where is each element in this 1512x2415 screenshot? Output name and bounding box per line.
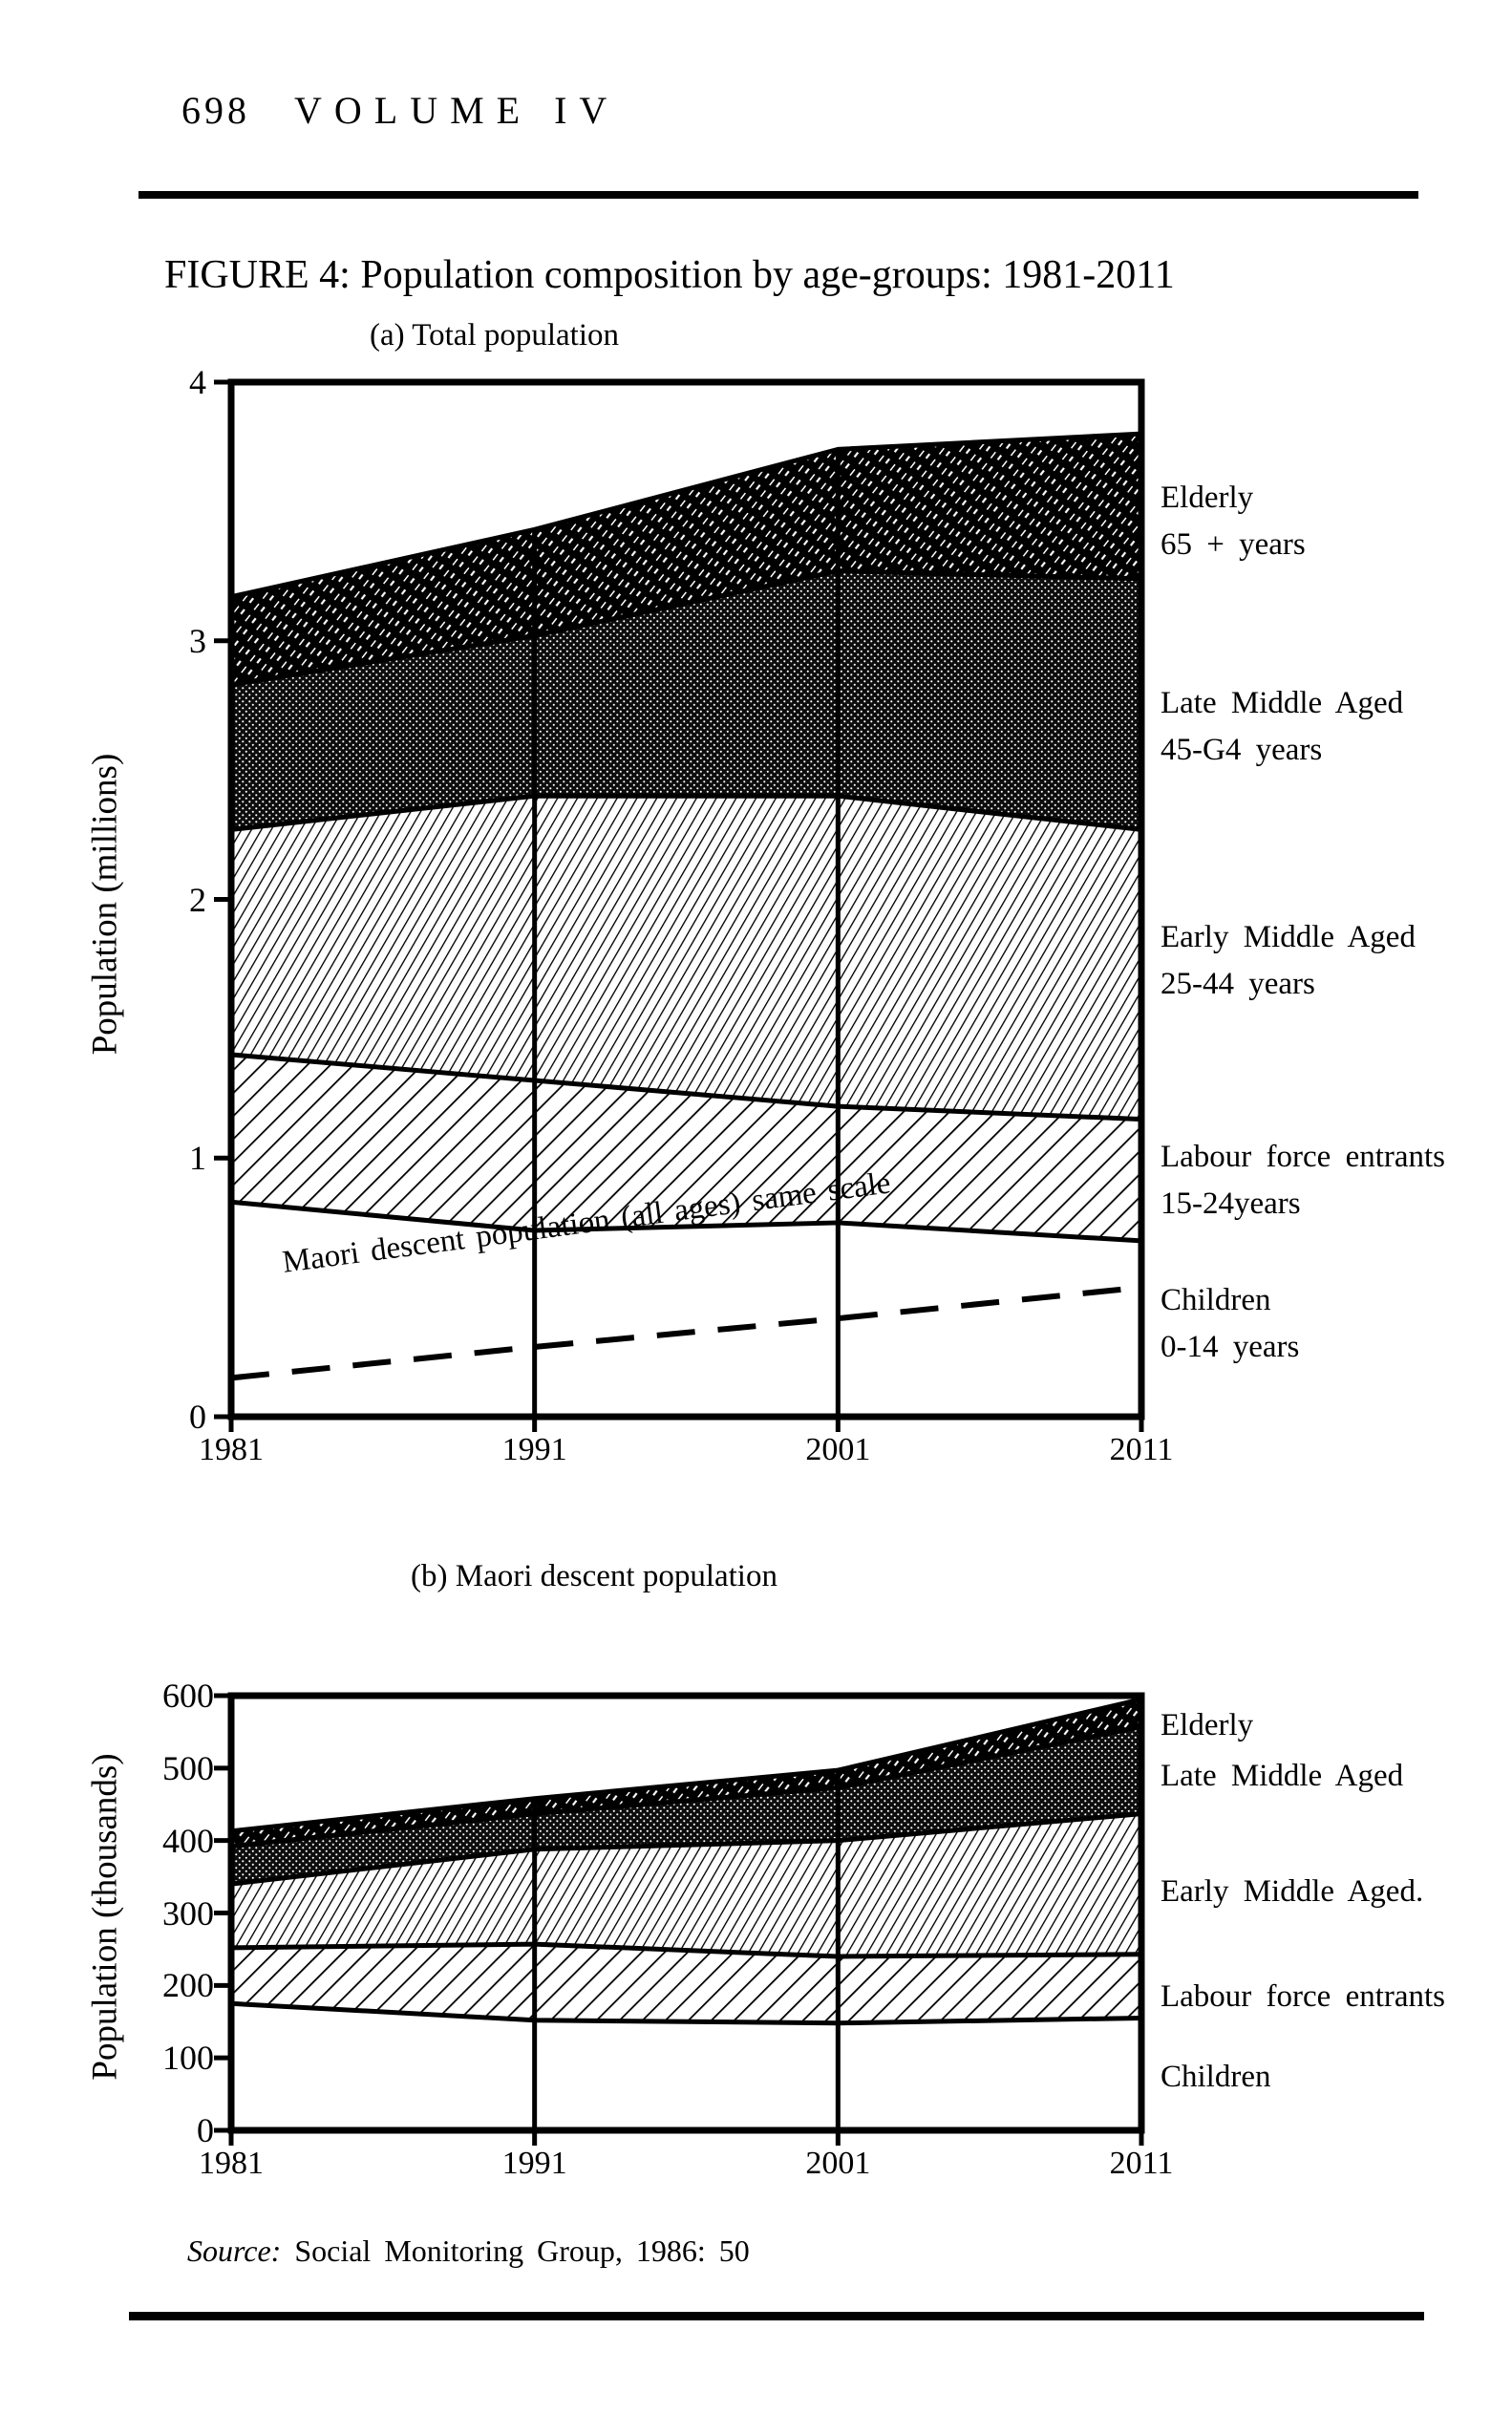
chart-b-subtitle: (b) Maori descent population bbox=[411, 1559, 777, 1593]
boundary-late-middle-aged bbox=[230, 1724, 1142, 1849]
y-tick-label: 0 bbox=[197, 2111, 214, 2149]
y-tick-label: 200 bbox=[162, 1966, 214, 2005]
band-early-middle-aged bbox=[231, 1813, 1141, 1956]
y-tick-label: 300 bbox=[162, 1893, 214, 1933]
bottom-rule bbox=[129, 2312, 1424, 2320]
boundary-early-middle-aged-25-44-years bbox=[230, 793, 1142, 832]
band-children bbox=[231, 2003, 1141, 2130]
band-labour-force-entrants-15-24-years bbox=[231, 1054, 1141, 1241]
plot-frame bbox=[227, 1692, 1145, 2134]
chart-a-legend-entry: Labour force entrants 15-24years bbox=[1161, 1134, 1445, 1228]
top-rule bbox=[138, 191, 1418, 199]
band-children-0-14-years bbox=[231, 1202, 1141, 1417]
boundary-elderly-65-years bbox=[230, 431, 1142, 600]
y-tick-label: 100 bbox=[162, 2039, 214, 2078]
legend-age-range: 0-14 years bbox=[1161, 1330, 1300, 1364]
boundary-labour-force-entrants bbox=[230, 1941, 1142, 1959]
y-tick-label: 1 bbox=[189, 1139, 206, 1178]
chart-b-legend-entry: Early Middle Aged. bbox=[1161, 1874, 1424, 1909]
x-tick-label: 1981 bbox=[199, 2146, 264, 2181]
y-tick-label: 600 bbox=[162, 1677, 214, 1715]
legend-category-name: Early Middle Aged bbox=[1161, 920, 1416, 954]
legend-category-name: Children bbox=[1161, 1283, 1271, 1317]
legend-category-name: Late Middle Aged bbox=[1161, 686, 1404, 720]
y-tick-label: 400 bbox=[162, 1821, 214, 1860]
boundary-early-middle-aged bbox=[230, 1811, 1142, 1887]
legend-age-range: 15-24years bbox=[1161, 1186, 1301, 1221]
boundary-elderly bbox=[230, 1697, 1142, 1834]
chart-b-y-axis-label: Population (thousands) bbox=[85, 1753, 125, 2081]
chart-a-legend-entry: Children 0-14 years bbox=[1161, 1277, 1299, 1371]
boundary-children bbox=[230, 2000, 1142, 2026]
x-tick-label: 2001 bbox=[805, 1432, 871, 1467]
legend-age-range: 45-G4 years bbox=[1161, 733, 1323, 767]
boundary-late-middle-aged-45-64-years bbox=[230, 568, 1142, 688]
band-early-middle-aged-25-44-years bbox=[231, 796, 1141, 1120]
x-tick-label: 1981 bbox=[199, 1432, 264, 1467]
band-late-middle-aged-45-64-years bbox=[231, 570, 1141, 830]
page-header: 698 VOLUME IV bbox=[181, 88, 619, 133]
legend-age-range: 65 + years bbox=[1161, 527, 1306, 562]
source-label: Source: bbox=[187, 2233, 282, 2268]
chart-b-legend-entry: Elderly bbox=[1161, 1708, 1254, 1742]
band-elderly-65-years bbox=[231, 434, 1141, 685]
source-line: Source: Social Monitoring Group, 1986: 50 bbox=[187, 2233, 750, 2269]
x-tick-label: 2001 bbox=[805, 2146, 871, 2181]
y-tick-label: 2 bbox=[189, 880, 206, 919]
y-tick-label: 4 bbox=[189, 363, 206, 401]
chart-b-legend-entry: Late Middle Aged bbox=[1161, 1759, 1404, 1793]
band-labour-force-entrants bbox=[231, 1944, 1141, 2023]
maori-descent-dashed-line bbox=[230, 1284, 1142, 1381]
y-tick-label: 500 bbox=[162, 1748, 214, 1787]
chart-a-y-axis-label: Population (millions) bbox=[85, 753, 125, 1056]
figure-title: FIGURE 4: Population composition by age-… bbox=[164, 253, 1175, 297]
chart-b-legend-entry: Children bbox=[1161, 2060, 1271, 2094]
chart-a-legend-entry: Late Middle Aged 45-G4 years bbox=[1161, 680, 1403, 774]
chart-a-legend-entry: Elderly 65 + years bbox=[1161, 475, 1306, 568]
x-tick-label: 1991 bbox=[501, 1432, 567, 1467]
chart-a-legend-entry: Early Middle Aged 25-44 years bbox=[1161, 914, 1416, 1008]
plot-frame bbox=[227, 378, 1145, 1421]
chart-a-plot bbox=[214, 378, 1145, 1432]
x-tick-label: 2011 bbox=[1109, 1432, 1174, 1467]
band-elderly bbox=[231, 1699, 1141, 1847]
chart-b-plot bbox=[214, 1692, 1145, 2146]
band-late-middle-aged bbox=[231, 1726, 1141, 1885]
chart-b-legend-entry: Labour force entrants bbox=[1161, 1979, 1446, 2014]
volume-title: VOLUME IV bbox=[294, 89, 620, 132]
y-tick-label: 3 bbox=[189, 621, 206, 660]
chart-a-subtitle: (a) Total population bbox=[370, 318, 620, 353]
legend-category-name: Elderly bbox=[1161, 481, 1254, 515]
y-tick-label: 0 bbox=[189, 1398, 206, 1436]
source-text: Social Monitoring Group, 1986: 50 bbox=[294, 2233, 750, 2268]
boundary-children-0-14-years bbox=[230, 1199, 1142, 1244]
legend-category-name: Labour force entrants bbox=[1161, 1140, 1446, 1174]
page-number: 698 bbox=[181, 89, 250, 132]
boundary-labour-force-entrants-15-24-years bbox=[230, 1052, 1142, 1122]
legend-age-range: 25-44 years bbox=[1161, 967, 1315, 1001]
x-tick-label: 1991 bbox=[501, 2146, 567, 2181]
x-tick-label: 2011 bbox=[1109, 2146, 1174, 2181]
